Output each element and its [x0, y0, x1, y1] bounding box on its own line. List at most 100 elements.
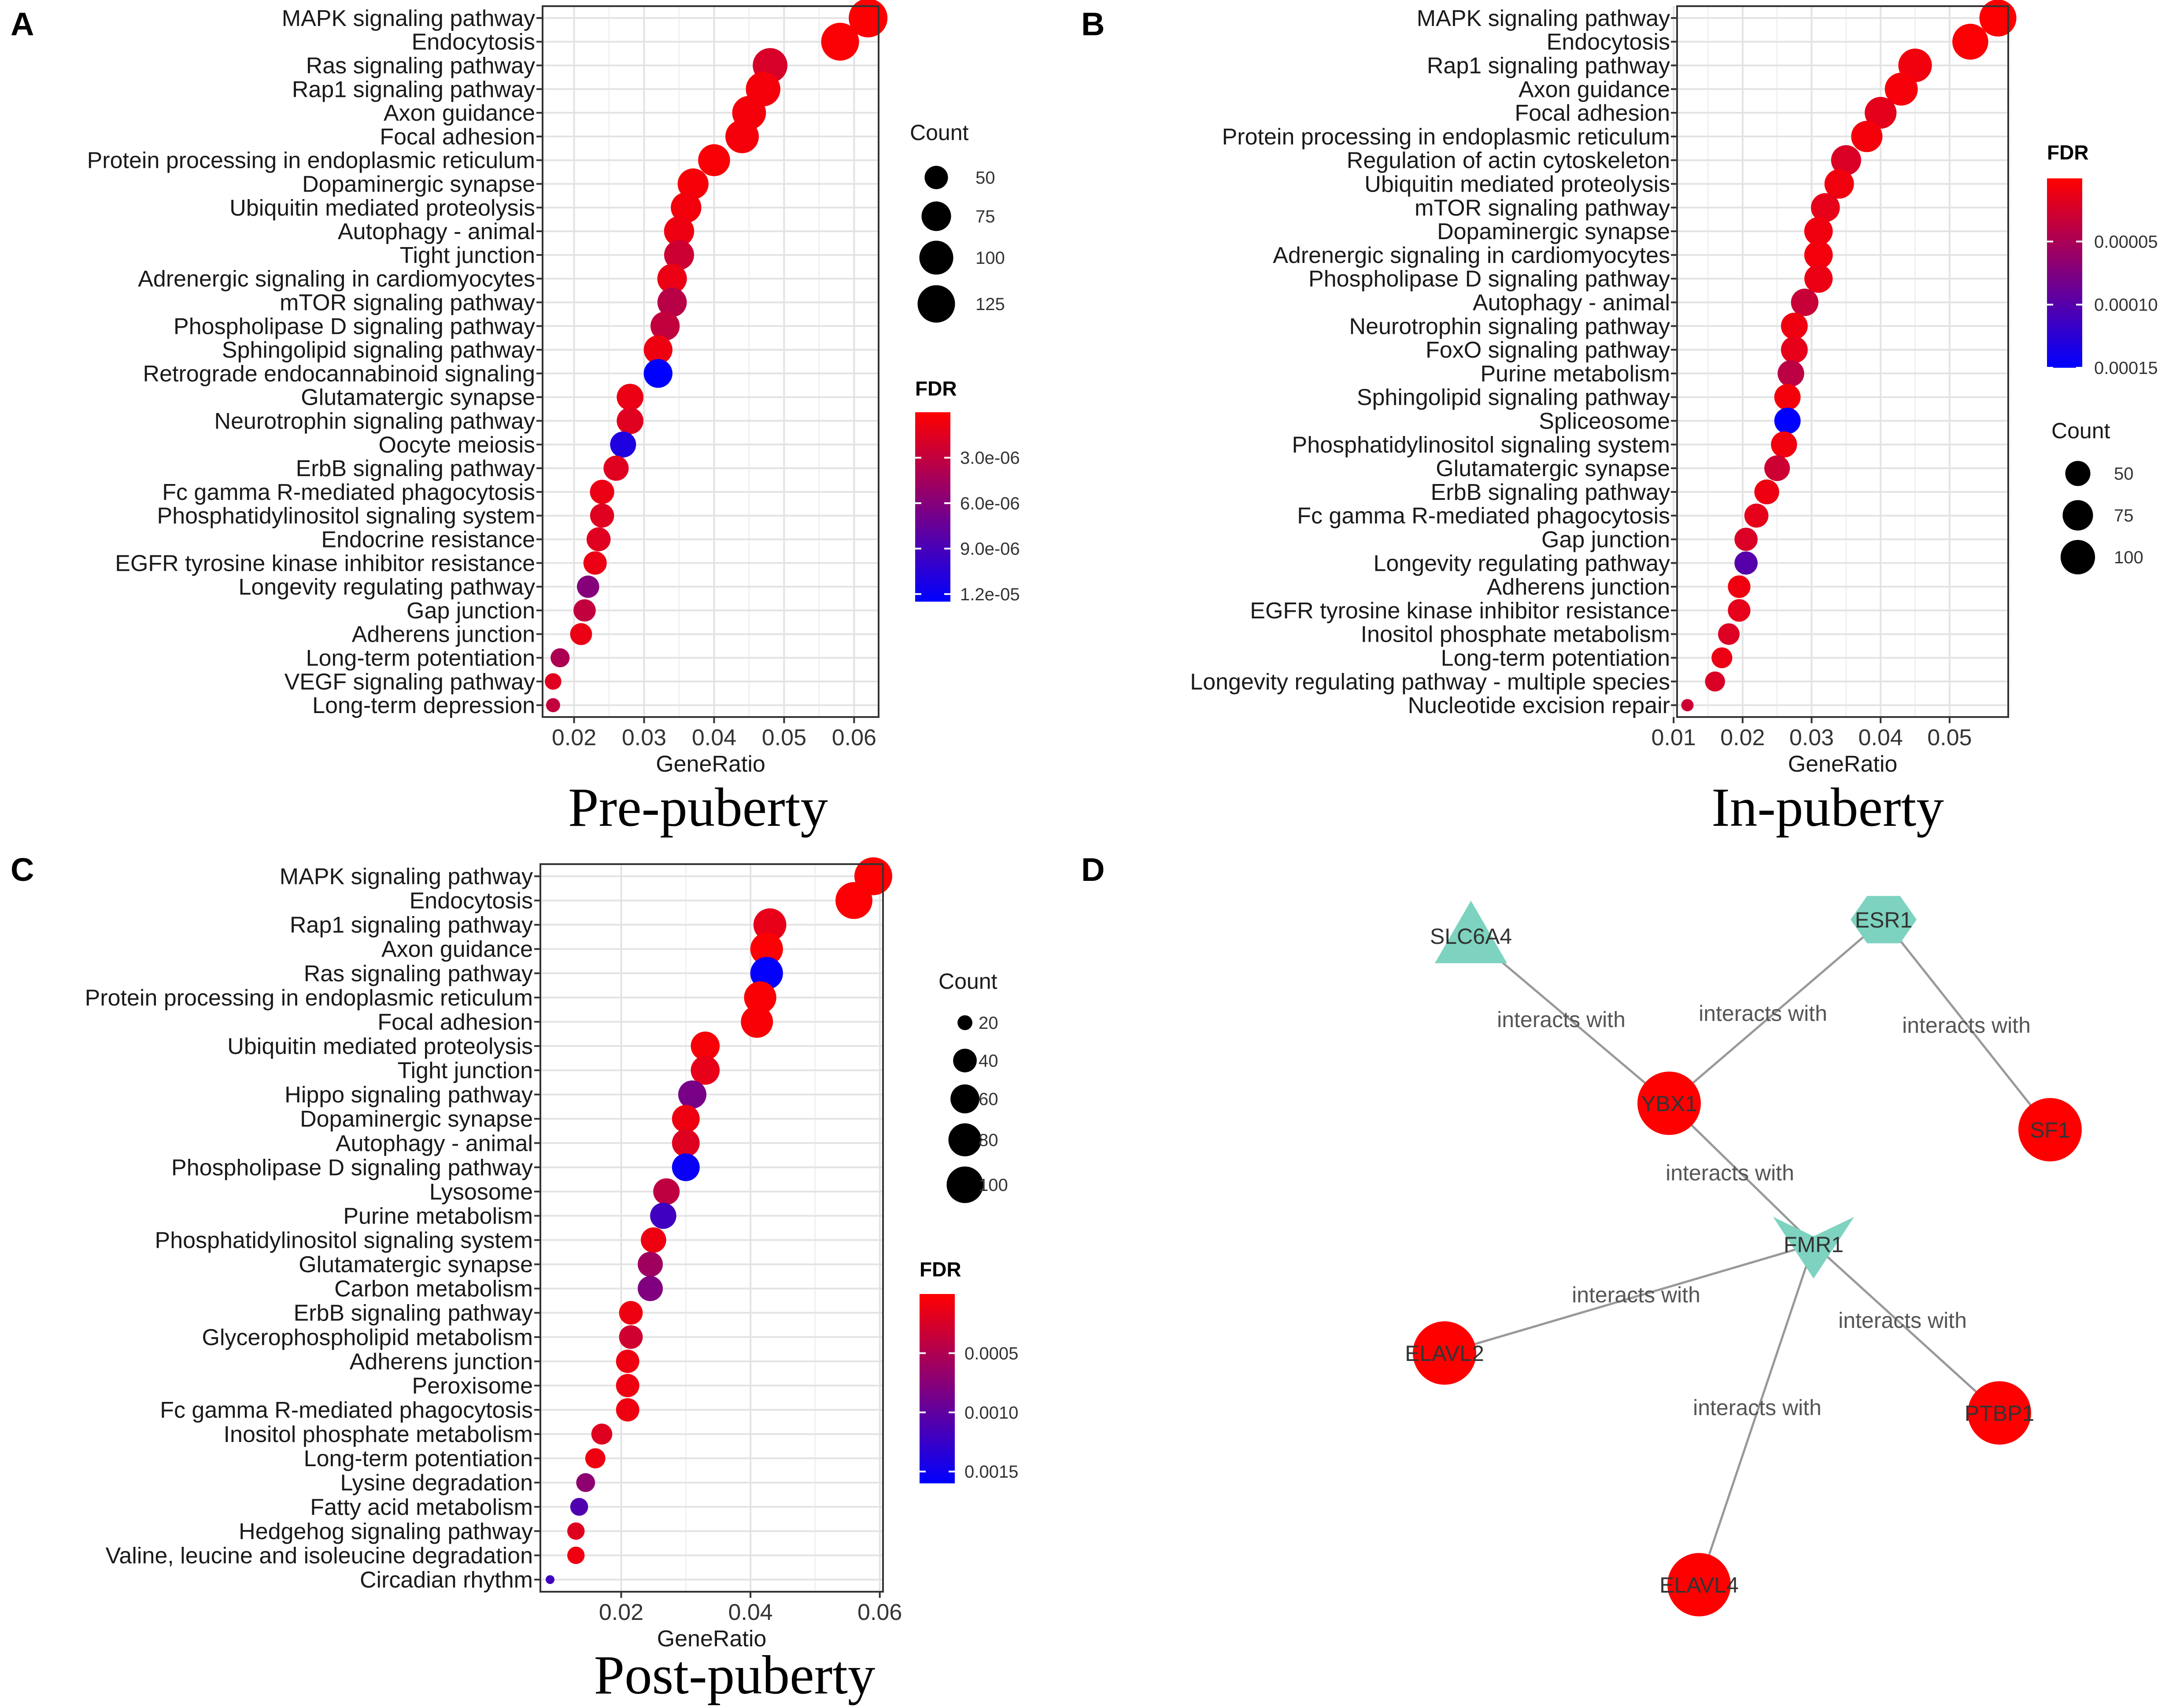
- term-label-c: Glutamatergic synapse: [299, 1252, 533, 1278]
- term-label-a: Ras signaling pathway: [306, 53, 535, 79]
- node-elavl2: [1413, 1321, 1476, 1385]
- count-legend-label-c: 80: [979, 1131, 998, 1150]
- fdr-colorbar-a: [915, 412, 950, 602]
- term-label-b: Adherens junction: [1487, 574, 1670, 600]
- dot-a: [610, 431, 636, 458]
- dot-b: [1831, 145, 1861, 175]
- dot-b: [1884, 72, 1918, 106]
- dot-b: [1804, 217, 1833, 246]
- node-ybx1: [1637, 1072, 1701, 1135]
- dot-b: [1734, 551, 1758, 575]
- dot-a: [617, 407, 644, 434]
- count-legend-title-b: Count: [2051, 418, 2110, 443]
- dot-c: [650, 1202, 676, 1229]
- interaction-network: interacts with interacts with interacts wi…: [1405, 896, 2082, 1616]
- dot-a: [643, 335, 672, 364]
- plot-background-a: [543, 6, 879, 717]
- term-label-b: Spliceosome: [1539, 409, 1670, 434]
- x-tick-label-b: 0.01: [1652, 725, 1696, 750]
- panel-letter-c: C: [11, 851, 34, 888]
- term-label-a: Phosphatidylinositol signaling system: [157, 503, 535, 529]
- term-label-a: VEGF signaling pathway: [285, 669, 535, 695]
- panel-letter-b: B: [1081, 6, 1105, 42]
- count-legend-dot-a: [921, 201, 951, 231]
- dot-b: [1705, 671, 1725, 692]
- node-label-slc6a4: SLC6A4: [1430, 924, 1512, 949]
- network-edge-label: interacts with: [1693, 1395, 1822, 1420]
- dot-b: [1771, 431, 1797, 458]
- term-label-c: Fatty acid metabolism: [310, 1494, 533, 1520]
- term-label-b: Sphingolipid signaling pathway: [1357, 385, 1670, 410]
- fdr-colorbar-c: [920, 1294, 955, 1483]
- count-legend-dot-c: [950, 1084, 979, 1113]
- x-tick-label-b: 0.03: [1789, 725, 1834, 750]
- count-legend-title-a: Count: [910, 120, 969, 145]
- term-label-a: EGFR tyrosine kinase inhibitor resistanc…: [115, 551, 535, 576]
- network-edge-label: interacts with: [1572, 1283, 1700, 1307]
- term-label-c: Ubiquitin mediated proteolysis: [227, 1034, 533, 1059]
- dot-c: [750, 957, 783, 990]
- term-label-c: MAPK signaling pathway: [280, 864, 533, 890]
- x-tick-label-c: 0.06: [857, 1600, 902, 1625]
- term-label-c: Dopaminergic synapse: [300, 1106, 533, 1132]
- node-elavl4: [1667, 1553, 1731, 1616]
- dot-c: [585, 1448, 606, 1469]
- network-edge: [1883, 919, 2051, 1131]
- term-label-c: Tight junction: [398, 1058, 533, 1083]
- count-legend-dot-b: [2060, 540, 2095, 575]
- dot-c: [678, 1080, 706, 1109]
- panel-letter-d: D: [1081, 851, 1105, 888]
- count-legend-dot-c: [946, 1166, 983, 1203]
- dot-a: [821, 22, 859, 61]
- node-esr1: [1851, 896, 1917, 943]
- dot-b: [1777, 360, 1804, 387]
- node-label-ybx1: YBX1: [1641, 1091, 1697, 1116]
- dot-c: [619, 1325, 643, 1349]
- dot-b: [1718, 623, 1740, 645]
- dot-c: [567, 1522, 585, 1540]
- dot-b: [1711, 647, 1733, 669]
- count-legend-dot-a: [919, 240, 953, 275]
- dot-a: [664, 240, 694, 270]
- term-label-a: Adherens junction: [352, 622, 535, 647]
- x-tick-label-c: 0.02: [599, 1600, 643, 1625]
- x-tick-label-a: 0.06: [832, 725, 876, 750]
- term-label-a: Long-term potentiation: [306, 646, 535, 671]
- count-legend-dot-b: [2062, 500, 2093, 531]
- x-axis-title-a: GeneRatio: [656, 751, 765, 777]
- dot-a: [590, 480, 614, 504]
- dot-c: [744, 981, 776, 1014]
- plot-border-a: [542, 5, 879, 718]
- node-label-ptbp1: PTBP1: [1965, 1401, 2034, 1426]
- dot-c: [546, 1575, 555, 1584]
- term-label-c: Phospholipase D signaling pathway: [171, 1155, 533, 1180]
- node-label-fmr1: FMR1: [1784, 1232, 1844, 1257]
- dot-c: [567, 1546, 585, 1564]
- fdr-legend-title-a: FDR: [915, 377, 957, 400]
- count-legend-dot-a: [924, 166, 948, 189]
- term-label-c: Hedgehog signaling pathway: [239, 1519, 533, 1544]
- term-label-a: Sphingolipid signaling pathway: [222, 337, 535, 363]
- term-label-a: Tight junction: [400, 243, 535, 268]
- dot-c: [750, 932, 783, 965]
- term-label-c: Glycerophospholipid metabolism: [202, 1325, 533, 1350]
- term-label-a: Glutamatergic synapse: [301, 385, 535, 410]
- plot-border-b: [1676, 5, 2009, 718]
- term-label-b: Purine metabolism: [1480, 361, 1670, 387]
- term-label-a: Longevity regulating pathway: [238, 574, 535, 600]
- term-label-b: Inositol phosphate metabolism: [1361, 622, 1670, 647]
- count-legend-dot-c: [948, 1123, 982, 1157]
- dot-b: [1744, 503, 1769, 528]
- dot-b: [1728, 575, 1751, 598]
- x-tick-label-a: 0.05: [762, 725, 806, 750]
- network-edge: [1444, 1243, 1814, 1354]
- panel-letter-a: A: [11, 6, 34, 42]
- term-label-c: Protein processing in endoplasmic reticu…: [85, 985, 533, 1011]
- count-legend-label-c: 60: [979, 1090, 998, 1109]
- dot-c: [835, 882, 872, 919]
- term-label-c: Ras signaling pathway: [304, 961, 533, 987]
- count-legend-dot-b: [2065, 461, 2091, 486]
- term-label-b: EGFR tyrosine kinase inhibitor resistanc…: [1250, 598, 1670, 624]
- term-label-b: MAPK signaling pathway: [1417, 6, 1670, 31]
- dot-b: [1764, 455, 1790, 481]
